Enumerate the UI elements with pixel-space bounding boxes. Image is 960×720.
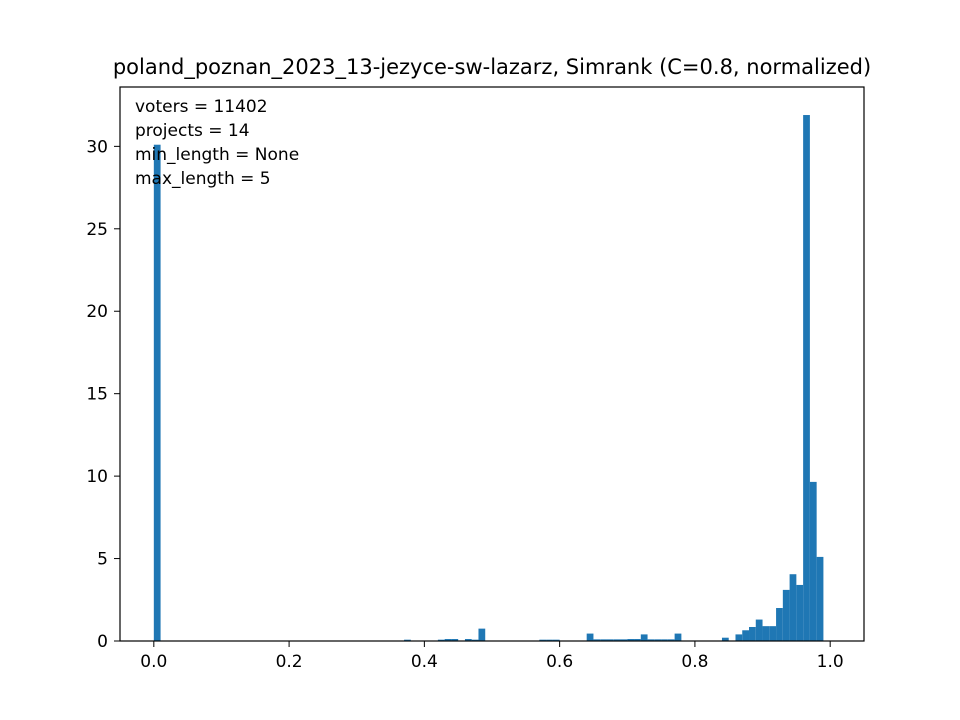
x-axis: 0.0 0.2 0.4 0.6 0.8 1.0: [140, 641, 844, 672]
histogram-bar-0: [153, 144, 161, 641]
annotation-projects: projects = 14: [135, 121, 250, 141]
histogram-bar-32: [776, 608, 783, 641]
y-tick-label: 5: [97, 550, 108, 570]
bars-group: [153, 115, 824, 641]
y-tick-label: 0: [97, 632, 108, 652]
annotation-block: voters = 11402 projects = 14 min_length …: [135, 97, 299, 189]
histogram-bar-38: [816, 556, 824, 641]
histogram-bar-17: [627, 639, 635, 641]
y-axis: 0 5 10 15 20 25 30: [86, 137, 120, 652]
histogram-bar-21: [654, 639, 662, 641]
histogram-bar-15: [613, 639, 621, 641]
histogram-bar-29: [755, 619, 763, 641]
histogram-bar-7: [478, 628, 486, 641]
histogram-bar-36: [803, 115, 810, 641]
annotation-min-length: min_length = None: [135, 145, 299, 165]
histogram-bar-3: [444, 639, 452, 641]
x-tick-label: 0.4: [411, 652, 438, 672]
histogram-bar-4: [451, 639, 459, 641]
annotation-voters: voters = 11402: [135, 97, 268, 117]
histogram-bar-26: [735, 634, 743, 641]
histogram-bar-25: [721, 637, 729, 641]
y-tick-label: 15: [86, 385, 108, 405]
x-tick-label: 0.8: [681, 652, 708, 672]
histogram-bar-23: [667, 639, 675, 641]
histogram-bar-11: [586, 633, 594, 641]
x-tick-label: 1.0: [817, 652, 844, 672]
histogram-bar-22: [661, 639, 668, 641]
x-tick-label: 0.2: [276, 652, 303, 672]
histogram-bar-10: [552, 639, 560, 641]
y-tick-label: 10: [86, 467, 108, 487]
histogram-bar-33: [782, 589, 790, 641]
histogram-bar-1: [404, 639, 411, 641]
histogram-bar-27: [742, 630, 750, 641]
chart-title: poland_poznan_2023_13-jezyce-sw-lazarz, …: [113, 55, 871, 80]
histogram-bar-34: [789, 574, 797, 641]
histogram-bar-20: [647, 639, 655, 641]
histogram-bar-19: [640, 634, 648, 641]
histogram-bar-16: [620, 639, 628, 641]
plot-frame: [119, 86, 865, 642]
histogram-bar-8: [539, 639, 547, 641]
histogram-bar-28: [749, 626, 756, 641]
histogram-bar-13: [600, 639, 607, 641]
histogram-bar-31: [769, 626, 777, 641]
histogram-bar-6: [471, 639, 479, 641]
histogram-bar-12: [593, 639, 601, 641]
histogram-bar-35: [796, 584, 804, 641]
histogram-bar-2: [437, 639, 445, 641]
y-tick-label: 25: [86, 220, 108, 240]
x-tick-label: 0.6: [546, 652, 573, 672]
histogram-bar-30: [762, 626, 770, 641]
y-tick-label: 30: [86, 137, 108, 157]
x-tick-label: 0.0: [140, 652, 167, 672]
histogram-bar-5: [464, 639, 472, 641]
y-tick-label: 20: [86, 302, 108, 322]
histogram-bar-9: [546, 639, 553, 641]
histogram-bar-14: [606, 639, 614, 641]
histogram-bar-37: [809, 481, 817, 641]
annotation-max-length: max_length = 5: [135, 169, 271, 189]
histogram-bar-24: [674, 633, 682, 641]
histogram-bar-18: [634, 639, 641, 641]
